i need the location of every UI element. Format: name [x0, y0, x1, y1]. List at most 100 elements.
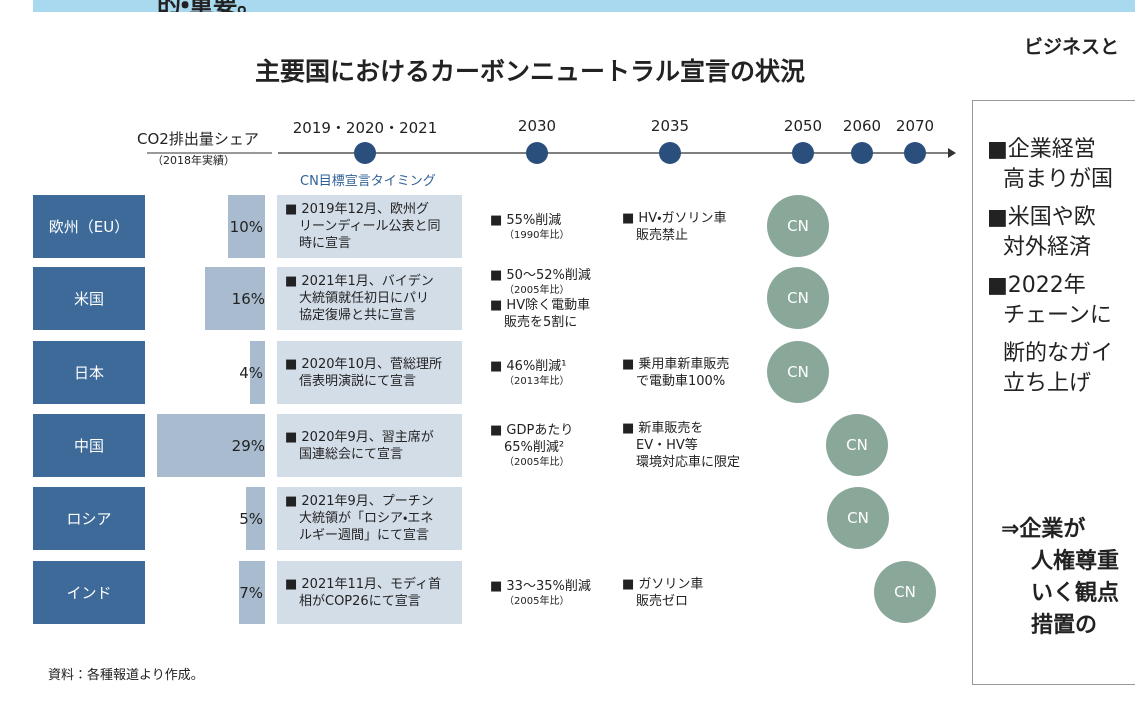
cn-circle: CN: [767, 267, 829, 329]
side-line: ■米国や欧: [987, 205, 1096, 230]
text-cell: ■ 55%削減 （1990年比）: [490, 195, 615, 258]
country-box: 中国: [33, 414, 145, 477]
side-line: 断的なガイ: [1003, 341, 1114, 366]
text-line: 販売を5割に: [504, 314, 578, 330]
text-line: ■ 2021年1月、バイデン: [285, 274, 434, 289]
timeline-year: 2030: [517, 117, 557, 135]
text-line: ■ GDPあたり: [490, 423, 574, 438]
text-cell: [622, 267, 762, 330]
cn-circle: CN: [827, 487, 889, 549]
share-bar: [238, 561, 265, 624]
country-box: 欧州（EU）: [33, 195, 145, 258]
timeline-dot: [851, 142, 873, 164]
side-line: ■2022年: [987, 273, 1086, 298]
text-line: 大統領就任初日にパリ: [299, 291, 430, 306]
text-line: 販売ゼロ: [636, 593, 689, 609]
text-line: ■ HV除く電動車: [490, 297, 591, 313]
side-conclusion: 人権尊重: [1031, 549, 1120, 574]
side-box: ■企業経営 高まりが国 ■米国や欧 対外経済 ■2022年 チェーンに 断的なガイ 立ち上げ ⇒…: [972, 100, 1135, 685]
timeline-dot: [659, 142, 681, 164]
side-conclusion: いく観点: [1031, 581, 1120, 606]
timing-label: CN目標宣言タイミング: [300, 174, 436, 189]
timeline-year: 2035: [650, 117, 690, 135]
declaration-bg: [277, 341, 462, 404]
share-label: 4%: [239, 363, 263, 382]
text-cell: ■ GDPあたり 65%削減² （2005年比）: [490, 414, 615, 477]
text-line: ■ 2021年9月、プーチン: [285, 494, 434, 509]
declaration-bg: [277, 414, 462, 477]
text-cell: [622, 487, 762, 550]
country-box: 日本: [33, 341, 145, 404]
text-line: 信表明演説にて宣言: [299, 373, 417, 389]
text-line: ■ 2020年10月、菅総理所: [285, 356, 443, 372]
share-bar: [205, 267, 265, 330]
share-subheading: （2018年実績）: [152, 154, 235, 167]
text-line: （2005年比）: [504, 595, 570, 607]
share-label: 7%: [239, 583, 263, 602]
cn-circle: CN: [826, 414, 888, 476]
text-line: 65%削減²: [504, 440, 565, 455]
side-conclusion: 措置の: [1031, 613, 1098, 638]
timeline-year: 2070: [895, 117, 935, 135]
text-line: ■ 50〜52%削減: [490, 267, 591, 283]
text-line: ■ 33〜35%削減: [490, 578, 591, 594]
text-cell: ■ 2019年12月、欧州グ リーンディール公表と同 時に宣言: [285, 195, 460, 258]
share-bar: [250, 341, 265, 404]
timeline-dot: [792, 142, 814, 164]
declaration-bg: [277, 561, 462, 624]
timeline-year: 2060: [842, 117, 882, 135]
side-line: 立ち上げ: [1003, 371, 1092, 396]
text-cell: ■ 2021年9月、プーチン 大統領が「ロシア・エネ ルギー週間」にて宣言: [285, 487, 460, 550]
text-line: 販売禁止: [636, 227, 689, 243]
text-line: ■ 2021年11月、モディ首: [285, 576, 442, 592]
country-box: 米国: [33, 267, 145, 330]
text-line: ■ 新車販売を: [622, 421, 704, 436]
side-title: ビジネスと: [1024, 36, 1120, 58]
text-cell: ■ 2020年9月、習主席が 国連総会にて宣言: [285, 414, 460, 477]
title: 主要国におけるカーボンニュートラル宣言の状況: [254, 57, 805, 86]
text-line: 協定復帰と共に宣言: [299, 308, 417, 323]
text-cell: ■ 2021年11月、モディ首 相がCOP26にて宣言: [285, 561, 460, 624]
timeline-year: 2019・2020・2021: [292, 119, 438, 137]
share-bar: [157, 414, 265, 477]
source-note: 資料：各種報道より作成。: [48, 668, 204, 683]
text-line: （2005年比）: [504, 284, 570, 296]
text-line: ■ 乗用車新車販売: [622, 356, 730, 372]
text-line: ■ 2019年12月、欧州グ: [285, 202, 430, 217]
text-cell: ■ 乗用車新車販売 で電動車100%: [622, 341, 762, 404]
text-line: で電動車100%: [636, 373, 726, 389]
text-line: ■ 55%削減: [490, 212, 562, 228]
side-line: 高まりが国: [1003, 167, 1114, 192]
timeline-arrow: [948, 148, 956, 158]
share-heading: CO2排出量シェア: [137, 130, 259, 148]
timeline-year: 2050: [783, 117, 823, 135]
text-cell: ■ 新車販売を EV・HV等環境対応車に限定: [622, 414, 762, 477]
share-label: 5%: [239, 509, 263, 528]
text-cell: ■ 33〜35%削減 （2005年比）: [490, 561, 615, 624]
text-line: 環境対応車に限定: [636, 455, 741, 470]
cn-circle: CN: [767, 341, 829, 403]
share-bar: [246, 487, 265, 550]
text-line: （2013年比）: [504, 375, 570, 387]
declaration-bg: [277, 487, 462, 550]
side-conclusion: ⇒企業が: [1001, 517, 1086, 542]
cn-circle: CN: [767, 195, 829, 257]
timeline-dot: [904, 142, 926, 164]
header-band: 的・重要。: [33, 0, 1135, 12]
text-line: ■ ガソリン車: [622, 576, 704, 592]
text-line: （2005年比）: [504, 457, 570, 468]
header-text: 的・重要。: [157, 0, 261, 12]
declaration-bg: [277, 267, 462, 330]
timeline-dot: [354, 142, 376, 164]
country-box: ロシア: [33, 487, 145, 550]
timeline-dot: [526, 142, 548, 164]
share-label: 16%: [231, 289, 265, 308]
text-line: 大統領が「ロシア・エネ: [299, 511, 434, 526]
share-label: 29%: [231, 436, 265, 455]
text-cell: ■ 2021年1月、バイデン大統領就任初日にパリ 協定復帰と共に宣言: [285, 267, 460, 330]
text-line: EV・HV等: [636, 438, 698, 453]
side-line: 対外経済: [1003, 235, 1092, 260]
text-cell: ■ 2020年10月、菅総理所 信表明演説にて宣言: [285, 341, 460, 404]
country-box: インド: [33, 561, 145, 624]
